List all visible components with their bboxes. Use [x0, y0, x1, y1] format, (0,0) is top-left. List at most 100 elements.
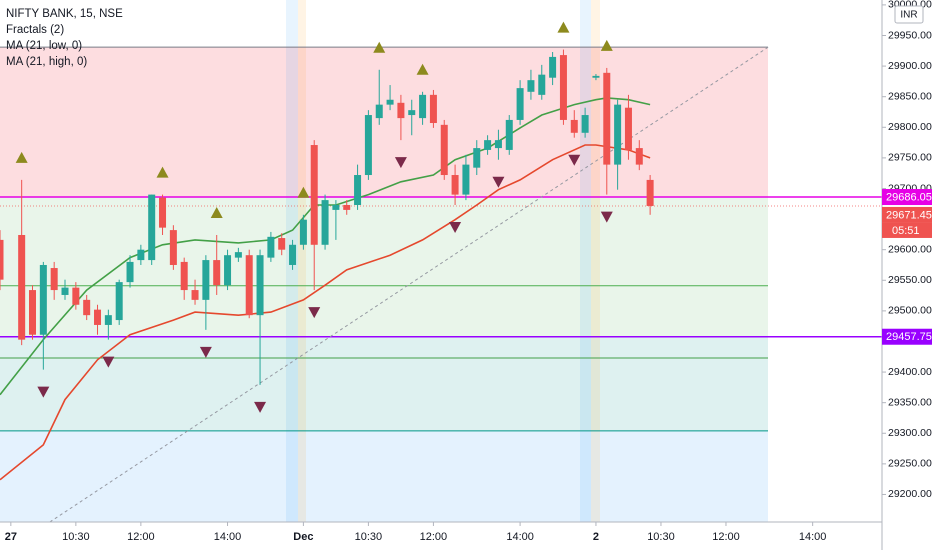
candle-body: [624, 107, 632, 150]
candle-body: [484, 140, 492, 150]
candle-body: [516, 88, 524, 120]
fractal-up: [373, 41, 386, 53]
candle-body: [581, 115, 589, 133]
x-tick-label: 14:00: [506, 531, 534, 543]
candle-body: [245, 255, 253, 316]
y-tick-label: 29250.00: [888, 458, 932, 470]
candle-body: [603, 72, 611, 165]
candle-body: [419, 94, 427, 119]
y-tick-label: 29850.00: [888, 90, 932, 102]
level-zone: [0, 197, 768, 286]
candle-body: [256, 255, 264, 316]
price-tags: 29686.05 29457.75 29671.45 05:51: [882, 189, 932, 345]
candle-body: [104, 315, 112, 325]
plot: [0, 21, 882, 522]
y-tick-label: 29750.00: [888, 152, 932, 164]
fractal-up: [210, 206, 223, 218]
level-tag: 29457.75: [886, 331, 932, 343]
x-tick-label: 12:00: [712, 531, 740, 543]
candle-body: [494, 140, 502, 149]
fractal-down: [394, 157, 407, 169]
session-band: [298, 0, 306, 522]
candle-body: [614, 104, 622, 165]
candle-body: [202, 260, 210, 300]
candle-body: [375, 104, 383, 119]
candle-body: [159, 197, 167, 228]
fractal-up: [557, 21, 570, 33]
candle-body: [527, 80, 535, 92]
x-tick-label: 27: [5, 531, 17, 543]
fractal-down: [568, 154, 581, 166]
fractal-down: [308, 307, 321, 319]
y-tick-label: 29300.00: [888, 427, 932, 439]
level-tag-box: [882, 189, 932, 206]
countdown: 05:51: [892, 225, 920, 237]
level-zone: [0, 47, 768, 198]
chart-title: NIFTY BANK, 15, NSE: [6, 8, 123, 20]
candle-body: [343, 205, 351, 210]
candle-body: [462, 164, 470, 195]
candle-body: [224, 255, 232, 286]
currency[interactable]: INR: [900, 10, 917, 21]
y-tick-label: 29600.00: [888, 243, 932, 255]
level-zone: [0, 430, 768, 522]
candle-body: [83, 299, 91, 316]
candle-body: [180, 261, 188, 291]
candle-body: [332, 205, 340, 210]
y-tick-label: 29950.00: [888, 29, 932, 41]
x-tick-label: 2: [593, 531, 599, 543]
y-tick-label: 29800.00: [888, 121, 932, 133]
fractal-down: [449, 222, 462, 234]
fractal-down: [600, 211, 613, 223]
candle-body: [364, 115, 372, 176]
candle-body: [29, 290, 37, 335]
candle-body: [646, 179, 654, 206]
y-tick-label: 29350.00: [888, 396, 932, 408]
candle-body: [538, 74, 546, 95]
fractal-down: [102, 356, 115, 368]
candle-body: [39, 264, 47, 335]
candle-body: [278, 238, 286, 250]
level-tag-box: [882, 328, 932, 345]
y-tick-label: 29200.00: [888, 488, 932, 500]
candle-body: [137, 249, 145, 261]
candle-body: [213, 260, 221, 286]
zones: [0, 47, 768, 522]
candle-body: [354, 175, 362, 206]
x-tick-label: 14:00: [214, 531, 242, 543]
x-tick-label: Dec: [293, 531, 313, 543]
candle-body: [408, 110, 416, 116]
candle-body: [72, 287, 80, 305]
currency-box[interactable]: [894, 5, 924, 24]
candle-body: [592, 75, 600, 78]
candle-body: [169, 230, 177, 265]
y-tick-label: 29900.00: [888, 60, 932, 72]
x-tick-label: 12:00: [420, 531, 448, 543]
candle-body: [115, 282, 123, 321]
candle-body: [429, 94, 437, 124]
candle-body: [386, 99, 394, 105]
candle-body: [234, 252, 242, 258]
candle-body: [397, 102, 405, 119]
fractal-up: [600, 39, 613, 51]
session-band: [591, 0, 600, 522]
candle-body: [61, 287, 69, 295]
candle-body: [289, 244, 297, 265]
candle-body: [559, 55, 567, 120]
fractal-down: [254, 401, 267, 413]
fractal-down: [199, 346, 212, 358]
candle-body: [191, 290, 199, 300]
candle-body: [126, 261, 134, 283]
candle-body: [18, 234, 26, 340]
session-band: [580, 0, 591, 522]
candle-body: [148, 194, 156, 261]
candle-body: [570, 119, 578, 133]
x-tick-label: 10:30: [355, 531, 383, 543]
candle-body: [299, 219, 307, 245]
last-price-tag: 29671.45: [886, 209, 932, 221]
candle-body: [50, 268, 58, 291]
candle-body: [310, 145, 318, 245]
